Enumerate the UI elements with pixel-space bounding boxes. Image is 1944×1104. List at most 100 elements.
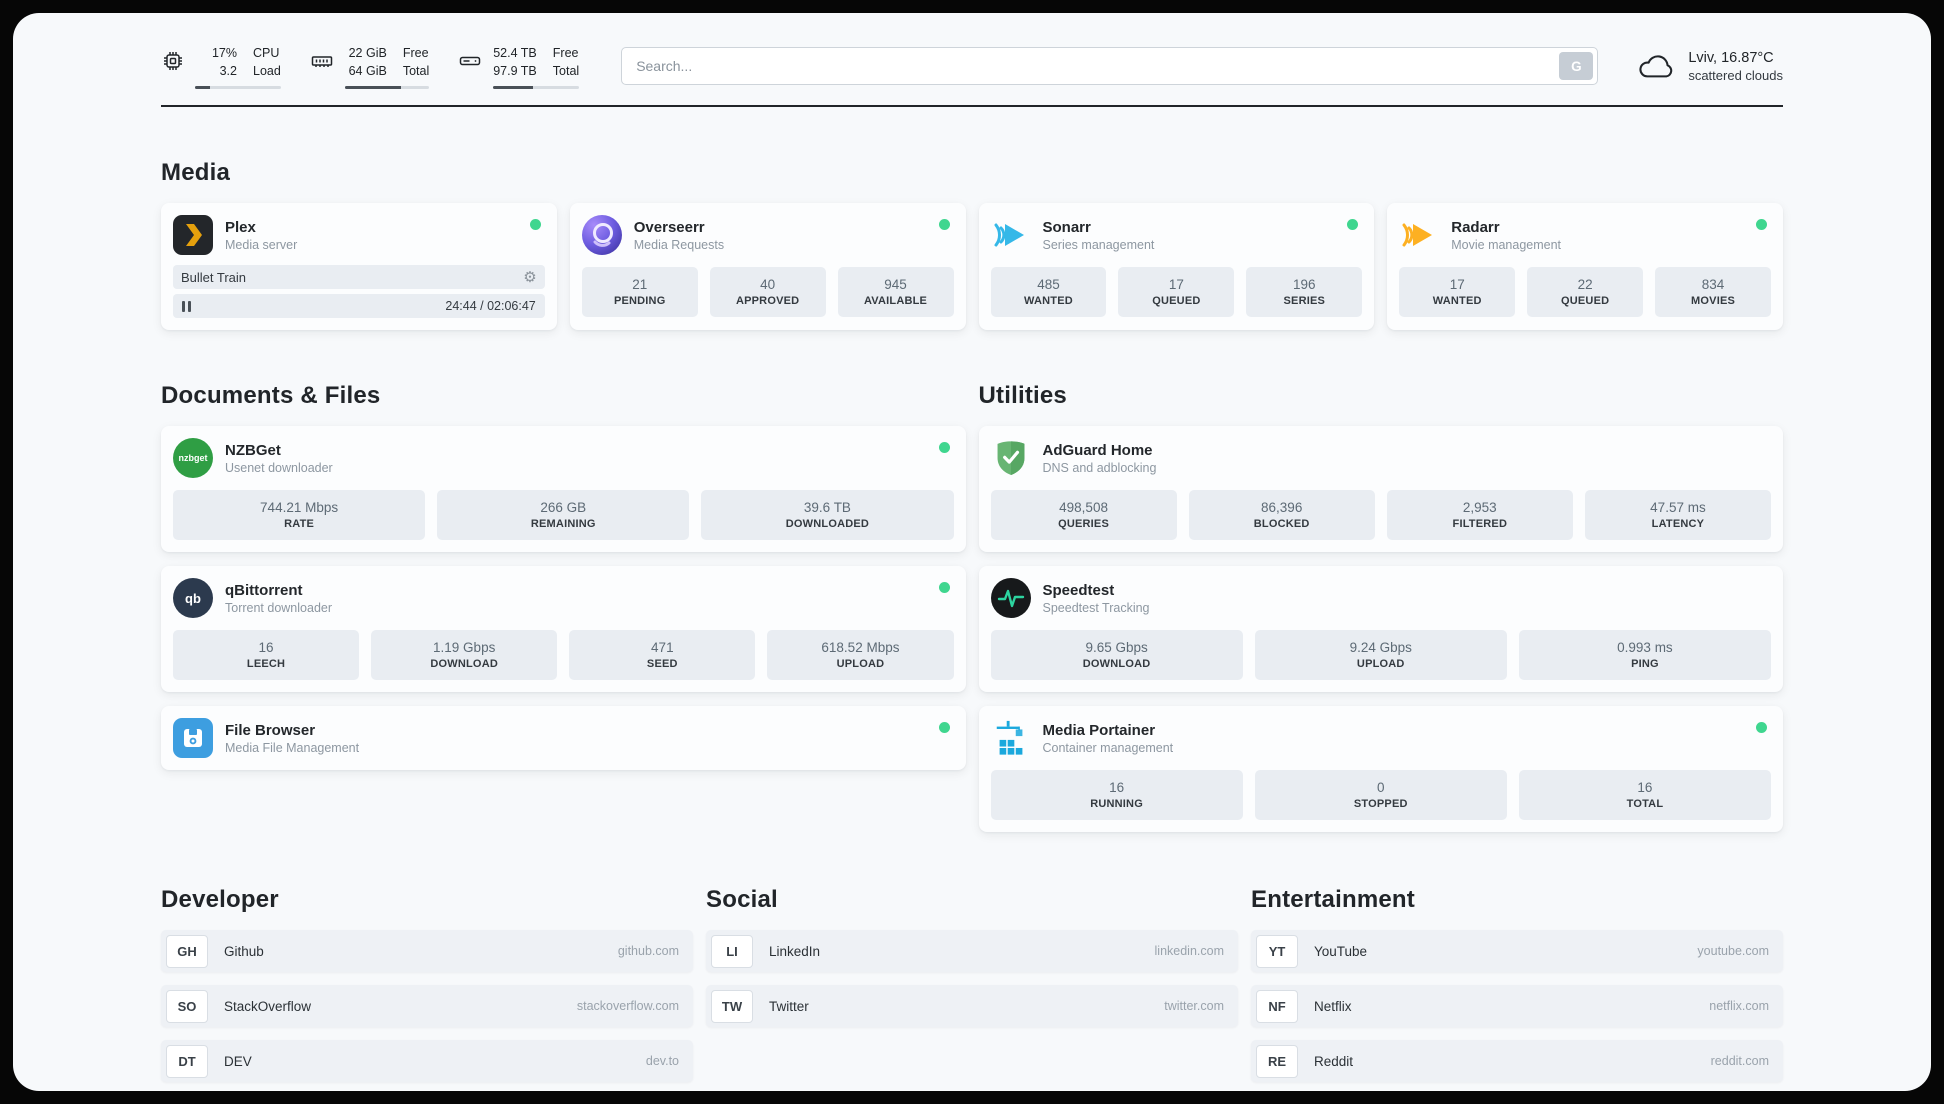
filebrowser-icon (173, 718, 213, 758)
bookmark-dev[interactable]: DT DEV dev.to (161, 1040, 693, 1082)
bookmark-abbr: GH (166, 934, 208, 968)
bookmark-github[interactable]: GH Github github.com (161, 930, 693, 972)
disk-monitor: 52.4 TB 97.9 TB Free Total (457, 44, 580, 89)
app-subtitle: Media Requests (633, 237, 725, 252)
bookmark-abbr: RE (1256, 1044, 1298, 1078)
bookmark-url: github.com (617, 944, 679, 958)
bookmark-stackoverflow[interactable]: SO StackOverflow stackoverflow.com (161, 985, 693, 1027)
disk-icon (459, 56, 481, 65)
bookmark-column-developer: Developer GH Github github.com SO StackO… (161, 832, 693, 1091)
bookmark-name: Github (224, 943, 264, 959)
top-bar: 17% 3.2 CPU Load (161, 39, 1783, 93)
app-subtitle: Media File Management (225, 740, 360, 755)
app-subtitle: Media server (225, 237, 298, 252)
app-card-plex[interactable]: Plex Media server Bullet Train ⚙ 24:44 /… (161, 203, 557, 330)
cpu-label-2: Load (253, 63, 281, 78)
section-heading-utilities: Utilities (978, 382, 1067, 409)
media-grid: Plex Media server Bullet Train ⚙ 24:44 /… (161, 203, 1783, 330)
bookmark-name: LinkedIn (769, 943, 821, 959)
stat-box: 744.21 Mbps RATE (173, 490, 426, 540)
bookmark-abbr: YT (1256, 934, 1298, 968)
app-subtitle: Series management (1042, 237, 1155, 252)
app-card-filebrowser[interactable]: File Browser Media File Management (161, 706, 966, 770)
app-subtitle: Torrent downloader (225, 600, 333, 615)
section-heading-media: Media (161, 159, 231, 186)
app-card-nzbget[interactable]: nzbget NZBGet Usenet downloader 744.21 M… (161, 426, 966, 552)
stat-box: 2,953 FILTERED (1386, 490, 1573, 540)
cpu-progress (195, 85, 281, 89)
player-progress-bar[interactable]: 24:44 / 02:06:47 (173, 294, 545, 318)
stat-box: 9.65 Gbps DOWNLOAD (990, 630, 1243, 680)
cpu-label-1: CPU (253, 45, 280, 60)
app-subtitle: DNS and adblocking (1042, 460, 1157, 475)
adguard-icon (991, 438, 1031, 478)
stat-box: 16 LEECH (173, 630, 360, 680)
bookmark-column-entertainment: Entertainment YT YouTube youtube.com NF … (1251, 832, 1783, 1091)
app-card-portainer[interactable]: Media Portainer Container management 16 … (978, 706, 1783, 832)
stat-box: 16 RUNNING (990, 770, 1243, 820)
bookmark-url: youtube.com (1697, 944, 1769, 958)
documents-column: Documents & Files nzbget NZBGet Usenet d… (161, 344, 966, 770)
app-card-overseerr[interactable]: Overseerr Media Requests 21 PENDING 40 A… (569, 203, 966, 330)
bookmark-abbr: NF (1256, 989, 1298, 1023)
bookmark-netflix[interactable]: NF Netflix netflix.com (1251, 985, 1783, 1027)
disk-label-1: Free (552, 45, 579, 60)
bookmark-name: Twitter (769, 998, 809, 1014)
stat-box: 86,396 BLOCKED (1188, 490, 1375, 540)
section-heading-documents: Documents & Files (161, 382, 381, 409)
search-input[interactable] (621, 47, 1599, 85)
bookmark-abbr: DT (166, 1044, 208, 1078)
sonarr-icon (991, 215, 1031, 255)
bookmark-youtube[interactable]: YT YouTube youtube.com (1251, 930, 1783, 972)
app-card-radarr[interactable]: Radarr Movie management 17 WANTED 22 QUE… (1387, 203, 1783, 330)
app-title: AdGuard Home (1042, 441, 1153, 459)
app-subtitle: Container management (1042, 740, 1174, 755)
ram-total: 64 GiB (348, 63, 387, 78)
app-card-sonarr[interactable]: Sonarr Series management 485 WANTED 17 Q… (978, 203, 1375, 330)
header-divider (161, 105, 1783, 107)
disk-total: 97.9 TB (493, 63, 537, 78)
qbittorrent-icon: qb (173, 578, 213, 618)
now-playing-title: Bullet Train (181, 269, 247, 285)
stat-box: 1.19 Gbps DOWNLOAD (371, 630, 558, 680)
stat-box: 22 QUEUED (1527, 267, 1644, 317)
app-title: Speedtest (1042, 581, 1115, 599)
bookmark-reddit[interactable]: RE Reddit reddit.com (1251, 1040, 1783, 1082)
app-title: NZBGet (225, 441, 281, 459)
stat-box: 498,508 QUERIES (990, 490, 1177, 540)
status-dot (529, 219, 541, 230)
stat-box: 471 SEED (569, 630, 756, 680)
stat-box: 0 STOPPED (1254, 770, 1507, 820)
disk-monitor-body: 52.4 TB 97.9 TB Free Total (493, 44, 580, 89)
ram-progress (344, 85, 430, 89)
bookmark-name: Netflix (1314, 998, 1352, 1014)
app-subtitle: Movie management (1451, 237, 1562, 252)
utilities-column: Utilities AdGuard Home (978, 344, 1783, 832)
pause-icon[interactable] (182, 300, 191, 312)
bookmark-abbr: LI (711, 934, 753, 968)
app-card-qbittorrent[interactable]: qb qBittorrent Torrent downloader 16 LEE… (161, 566, 966, 692)
disk-free: 52.4 TB (493, 45, 537, 60)
bookmark-linkedin[interactable]: LI LinkedIn linkedin.com (706, 930, 1238, 972)
bookmark-url: linkedin.com (1154, 944, 1224, 958)
app-card-speedtest[interactable]: Speedtest Speedtest Tracking 9.65 Gbps D… (978, 566, 1783, 692)
stat-box: 834 MOVIES (1655, 267, 1772, 317)
overseerr-icon (581, 215, 622, 255)
ram-monitor-body: 22 GiB 64 GiB Free Total (344, 44, 430, 89)
app-card-adguard[interactable]: AdGuard Home DNS and adblocking 498,508 … (978, 426, 1783, 552)
playback-time: 24:44 / 02:06:47 (445, 299, 536, 313)
bookmark-column-social: Social LI LinkedIn linkedin.com TW Twitt… (706, 832, 1238, 1091)
search-engine-button[interactable]: G (1559, 52, 1594, 80)
weather-widget: Lviv, 16.87°C scattered clouds (1636, 50, 1783, 83)
stat-box: 266 GB REMAINING (437, 490, 690, 540)
plex-icon (173, 215, 213, 255)
stat-box: 39.6 TB DOWNLOADED (701, 490, 954, 540)
bookmark-twitter[interactable]: TW Twitter twitter.com (706, 985, 1238, 1027)
app-subtitle: Speedtest Tracking (1042, 600, 1150, 615)
status-dot (1756, 722, 1767, 733)
stat-box: 40 APPROVED (709, 267, 826, 317)
status-dot (1347, 219, 1359, 230)
status-dot (938, 219, 950, 230)
gear-icon[interactable]: ⚙ (523, 268, 537, 286)
ram-free: 22 GiB (348, 45, 387, 60)
